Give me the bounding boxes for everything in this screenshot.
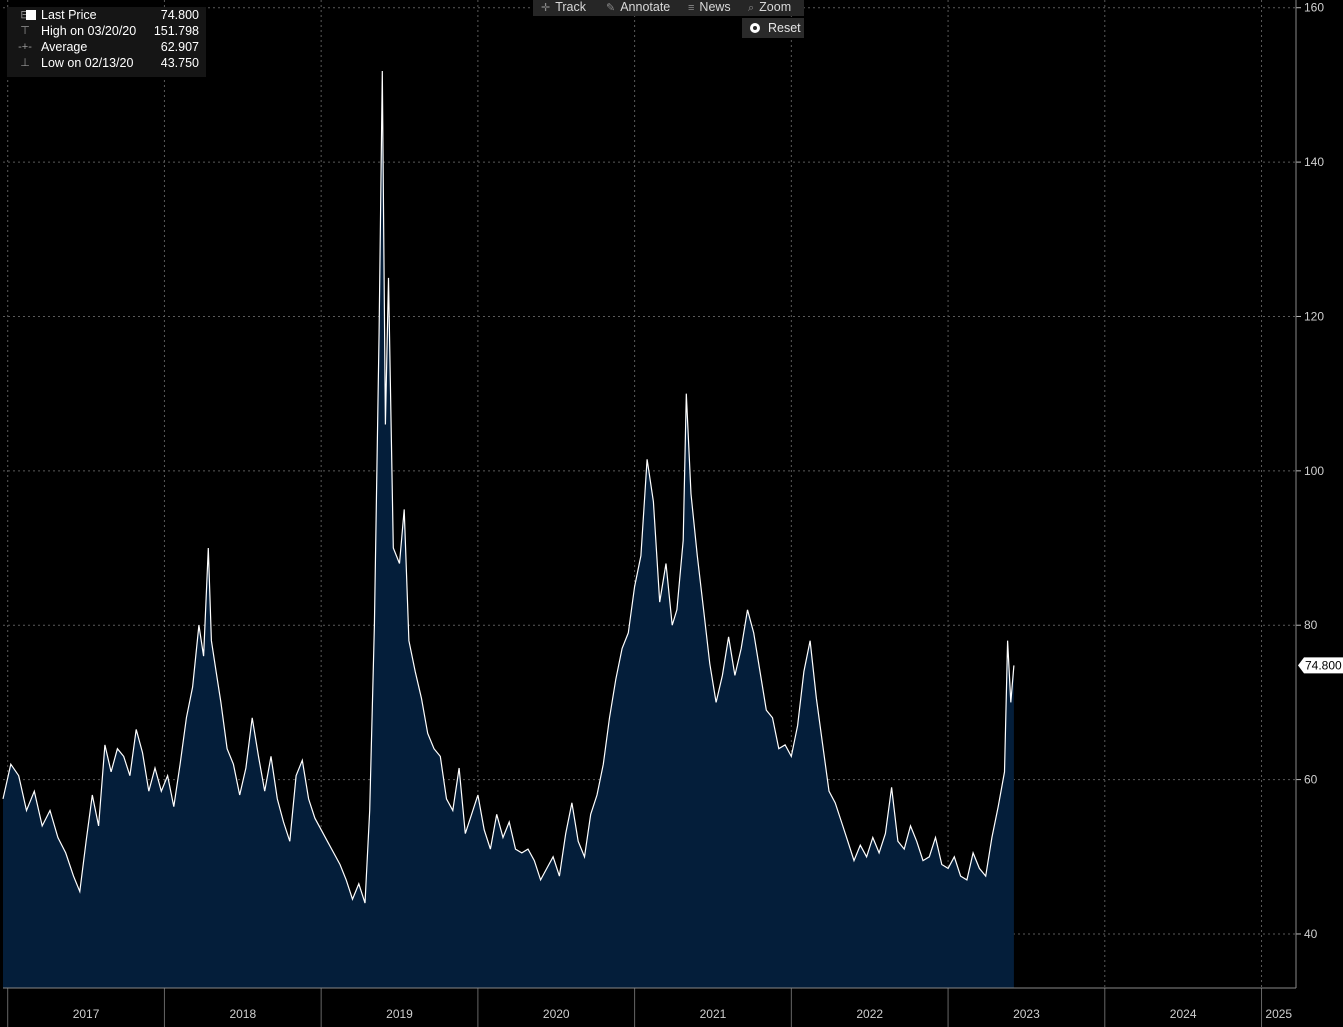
annotate-button[interactable]: ✎ Annotate (606, 0, 670, 15)
legend-row-average: -+- Average 62.907 (7, 39, 206, 55)
legend-value-average: 62.907 (160, 40, 199, 54)
legend-label-last-price: Last Price (41, 8, 97, 22)
track-button[interactable]: ✛ Track (541, 0, 586, 15)
y-tick-label: 100 (1304, 464, 1324, 478)
price-area (3, 71, 1014, 988)
legend-row-high: ⊤ High on 03/20/20 151.798 (7, 23, 206, 39)
high-marker-icon: ⊤ (20, 25, 30, 37)
track-label: Track (555, 0, 587, 14)
last-price-tag-label: 74.800 (1305, 658, 1342, 672)
y-tick-label: 160 (1304, 1, 1324, 15)
x-axis: 2017 2018 2019 2020 2021 2022 2023 2024 2025 (3, 987, 1296, 1027)
zoom-label: Zoom (759, 0, 792, 14)
price-line (2, 70, 1015, 904)
reset-button[interactable]: Reset (742, 18, 804, 38)
x-tick-label: 2023 (1013, 1007, 1040, 1021)
news-button[interactable]: ≡ News (688, 0, 731, 15)
series-color-swatch (26, 10, 36, 20)
collapse-icon[interactable]: ⊟ (20, 9, 30, 21)
x-tick-label: 2025 (1265, 1007, 1292, 1021)
average-marker-icon: -+- (18, 41, 32, 53)
x-tick-label: 2020 (543, 1007, 570, 1021)
legend-label-low: Low on 02/13/20 (41, 56, 134, 70)
x-tick-label: 2019 (386, 1007, 413, 1021)
y-tick-label: 60 (1304, 773, 1318, 787)
last-price-marker: 74.800 (1298, 657, 1343, 674)
legend-label-high: High on 03/20/20 (41, 24, 137, 38)
x-tick-label: 2024 (1170, 1007, 1197, 1021)
legend-value-high: 151.798 (153, 24, 199, 38)
y-axis: 40 60 80 100 120 140 160 (1295, 0, 1324, 988)
crosshair-icon: ✛ (541, 2, 551, 14)
legend-label-average: Average (41, 40, 88, 54)
y-tick-label: 120 (1304, 309, 1324, 323)
pencil-icon: ✎ (606, 2, 616, 14)
y-tick-label: 40 (1304, 927, 1318, 941)
legend-row-low: ⊥ Low on 02/13/20 43.750 (7, 55, 206, 71)
annotate-label: Annotate (620, 0, 671, 14)
x-tick-label: 2017 (73, 1007, 100, 1021)
last-price-tag (1298, 657, 1343, 674)
news-icon: ≡ (688, 2, 695, 14)
news-label: News (699, 0, 731, 14)
x-tick-label: 2022 (856, 1007, 883, 1021)
x-tick-label: 2021 (700, 1007, 727, 1021)
zoom-button[interactable]: ⌕ Zoom (748, 0, 791, 15)
legend-value-last-price: 74.800 (160, 8, 199, 22)
chart-toolbar: ✛ Track ✎ Annotate ≡ News ⌕ Zoom (533, 0, 804, 16)
reset-radio-icon (750, 23, 760, 33)
legend-value-low: 43.750 (160, 56, 199, 70)
legend-row-last-price[interactable]: ⊟ Last Price 74.800 (7, 7, 206, 23)
reset-label: Reset (768, 21, 801, 35)
magnifier-icon: ⌕ (748, 2, 755, 14)
low-marker-icon: ⊥ (20, 57, 30, 69)
y-tick-label: 140 (1304, 155, 1324, 169)
x-tick-label: 2018 (229, 1007, 256, 1021)
legend-panel: ⊟ Last Price 74.800 ⊤ High on 03/20/20 1… (7, 7, 206, 77)
y-tick-label: 80 (1304, 618, 1318, 632)
